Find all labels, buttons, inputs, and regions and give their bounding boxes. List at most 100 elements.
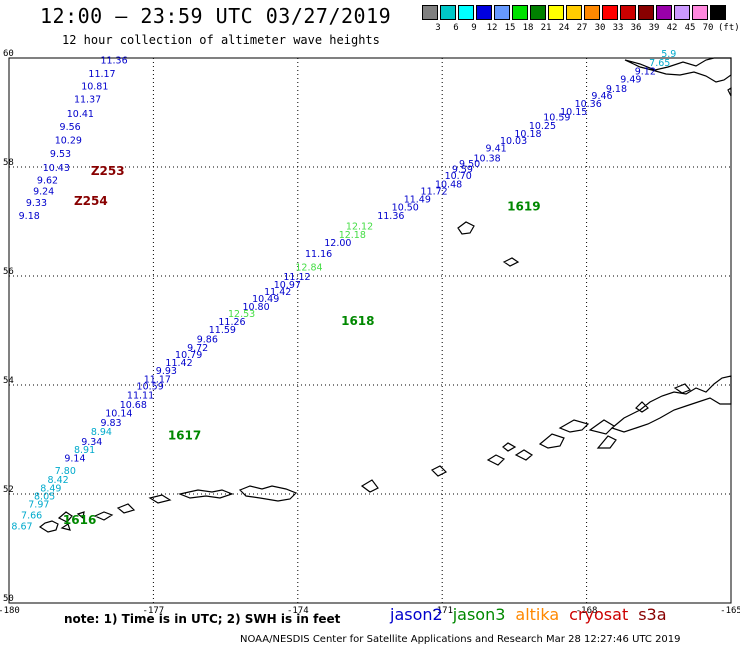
scale-swatch [584,5,600,20]
lat-tick-label: 54 [3,376,14,386]
wave-height-label: 9.49 [620,75,641,86]
wave-height-label: 9.12 [635,66,656,77]
wave-height-label: 10.81 [81,82,108,93]
wave-height-label: 9.59 [452,164,473,175]
wave-height-label: 11.36 [100,55,127,66]
wave-height-label: 11.17 [88,69,115,80]
legend-item: cryosat [569,605,629,624]
lon-tick-label: -171 [431,606,453,616]
wave-height-label: 11.37 [74,95,101,106]
scale-label: 15 [504,23,516,33]
wave-height-label: 10.70 [445,171,472,182]
wave-height-label: 9.86 [197,334,218,345]
wave-height-label: 12.00 [324,238,351,249]
wave-height-label: 10.59 [543,113,570,124]
map-frame [8,57,732,604]
scale-swatch [494,5,510,20]
lat-tick-label: 60 [3,49,14,59]
wave-height-label: 11.16 [305,249,332,260]
wave-height-label: 11.42 [165,358,192,369]
scale-swatch [476,5,492,20]
scale-label: 3 [435,23,441,33]
wave-height-label: 10.03 [500,136,527,147]
page-subtitle: 12 hour collection of altimeter wave hei… [62,33,380,47]
wave-height-label: 10.25 [529,121,556,132]
wave-height-label: 8.67 [11,521,32,532]
wave-height-label: 10.43 [43,163,70,174]
wave-height-label: 9.33 [26,198,47,209]
lon-tick-label: -165 [720,606,740,616]
scale-swatch [512,5,528,20]
wave-height-label: 9.62 [37,175,58,186]
wave-height-label: 7.66 [21,511,42,522]
wave-height-label: 11.12 [283,272,310,283]
scale-swatch [566,5,582,20]
legend-item: jason3 [452,605,506,624]
wave-height-label: 9.83 [100,418,121,429]
scale-label: 70 [702,23,714,33]
wave-height-label: 10.41 [67,109,94,120]
scale-swatch [692,5,708,20]
scale-swatch [602,5,618,20]
lon-tick-label: -168 [576,606,598,616]
wave-height-label: 8.42 [48,475,69,486]
wave-height-label: 9.93 [156,366,177,377]
wave-height-label: 10.36 [575,99,602,110]
wave-height-label: 10.68 [120,400,147,411]
wave-height-label: 7.65 [649,58,670,69]
wave-height-label: 10.15 [560,107,587,118]
page-title: 12:00 – 23:59 UTC 03/27/2019 [40,4,392,28]
scale-label: 12 [486,23,498,33]
wave-height-labels: 11.36 11.17 10.81 11.37 10.41 9.56 10.29 9.53 10… [11,49,676,533]
lon-tick-label: -174 [287,606,309,616]
wave-height-label: 12.84 [295,263,322,274]
scale-label: 36 [630,23,642,33]
scale-label: 39 [648,23,660,33]
legend-item: s3a [638,605,667,624]
wave-height-label: 11.36 [377,211,404,222]
scale-label: 45 [684,23,696,33]
scale-swatch [656,5,672,20]
wave-height-label: 10.50 [392,203,419,214]
pass-id-labels: 1616 1617 1618 1619 Z253 Z254 [63,164,541,527]
scale-unit: (ft) [718,23,740,33]
wave-height-label: 9.18 [19,211,40,222]
wave-height-label: 11.49 [404,194,431,205]
coastline [38,57,732,533]
wave-height-label: 11.42 [264,287,291,298]
legend-item: altika [515,605,560,624]
scale-label: 21 [540,23,552,33]
legend-item: jason2 [390,605,443,624]
wave-height-label: 9.34 [81,437,102,448]
wave-height-label: 10.38 [473,154,500,165]
wave-height-label: 5.9 [661,49,676,60]
wave-height-label: 9.46 [591,91,612,102]
wave-height-label: 12.18 [339,230,366,241]
wave-height-label: 9.18 [606,84,627,95]
wave-height-label: 12.12 [346,222,373,233]
wave-height-label: 11.11 [127,391,154,402]
wave-height-label: 7.80 [55,466,76,477]
scale-label: 24 [558,23,570,33]
pass-label: 1619 [507,200,540,214]
scale-label: 18 [522,23,534,33]
wave-height-label: 8.94 [91,427,112,438]
graticule [9,58,731,603]
wave-height-label: 11.59 [209,325,236,336]
lon-tick-label: -180 [0,606,20,616]
wave-height-label: 9.41 [486,144,507,155]
satellite-legend: jason2 jason3 altika cryosat s3a [390,605,677,624]
scale-label: 33 [612,23,624,33]
wave-height-label: 9.53 [50,149,71,160]
footer-note: note: 1) Time is in UTC; 2) SWH is in fe… [64,612,341,626]
wave-height-label: 9.24 [33,186,54,197]
wave-height-label: 10.14 [105,409,132,420]
scale-swatch [440,5,456,20]
wave-height-label: 7.97 [28,500,49,511]
wave-height-label: 10.97 [274,280,301,291]
scale-swatch [674,5,690,20]
axis-labels: -180 -177 -174 -171 -168 -165 50 52 54 56 58 60 [0,49,740,616]
scale-label: 6 [453,23,459,33]
lon-tick-label: -177 [143,606,165,616]
scale-label: 42 [666,23,678,33]
